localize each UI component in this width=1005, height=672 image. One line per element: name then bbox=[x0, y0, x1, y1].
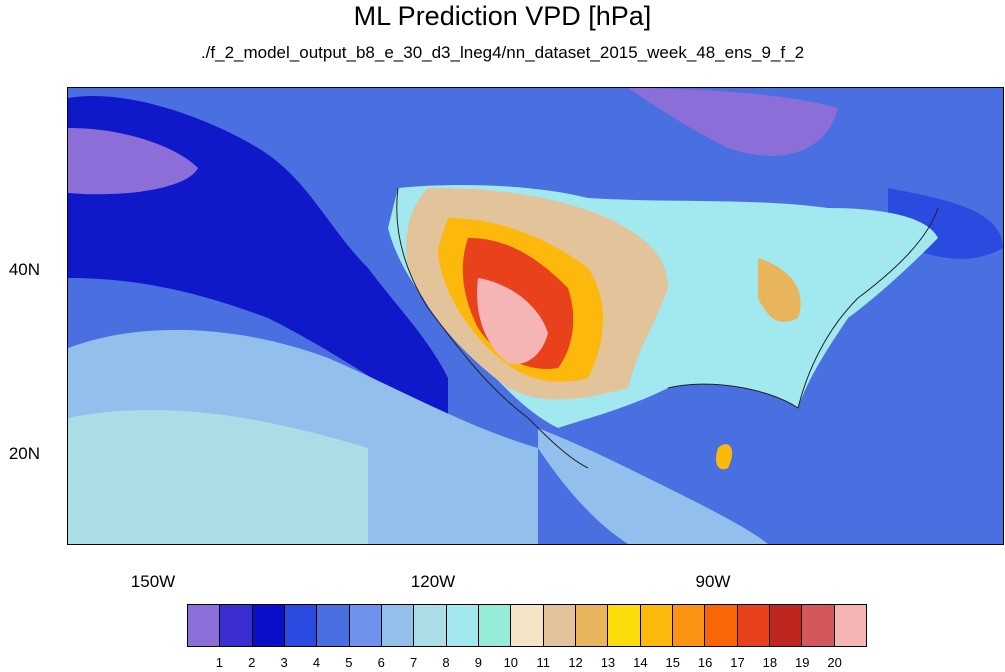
lat-label-40n: 40N bbox=[8, 260, 40, 279]
colorbar-box bbox=[349, 605, 382, 646]
colorbar-box bbox=[575, 605, 609, 646]
colorbar-tick-label: 4 bbox=[312, 655, 321, 670]
colorbar-box bbox=[220, 605, 253, 646]
colorbar-box bbox=[640, 605, 673, 646]
colorbar-box bbox=[414, 605, 447, 646]
colorbar-box bbox=[672, 605, 706, 646]
colorbar-box bbox=[381, 605, 415, 646]
colorbar-box bbox=[446, 605, 479, 646]
colorbar-tick-label: 9 bbox=[474, 655, 483, 670]
colorbar-box bbox=[705, 605, 738, 646]
hot-core-pink bbox=[477, 278, 548, 364]
pale-band-south bbox=[68, 409, 368, 544]
mexico-south bbox=[538, 428, 768, 544]
vpd-field-map bbox=[68, 88, 1003, 544]
colorbar-box bbox=[608, 605, 641, 646]
map-subtitle: ./f_2_model_output_b8_e_30_d3_lneg4/nn_d… bbox=[200, 43, 805, 62]
colorbar-tick-label: 13 bbox=[600, 655, 616, 670]
colorbar-tick-label: 6 bbox=[377, 655, 385, 670]
caribbean-orange-spot bbox=[716, 444, 733, 470]
colorbar-box bbox=[511, 605, 544, 646]
colorbar-box bbox=[317, 605, 350, 646]
colorbar-tick-label: 15 bbox=[665, 655, 680, 670]
west-coastline bbox=[396, 187, 589, 469]
map-plot-area bbox=[67, 87, 1004, 545]
map-title: ML Prediction VPD [hPa] bbox=[353, 1, 652, 31]
colorbar-tick-label: 16 bbox=[697, 655, 713, 670]
purple-patch-west bbox=[68, 128, 198, 195]
colorbar-tick-label: 12 bbox=[568, 655, 583, 670]
colorbar-box bbox=[284, 605, 318, 646]
colorbar-box bbox=[802, 605, 835, 646]
colorbar-tick-label: 20 bbox=[827, 655, 842, 670]
lat-label-20n: 20N bbox=[8, 444, 40, 463]
colorbar-box bbox=[769, 605, 803, 646]
colorbar-box bbox=[252, 605, 285, 646]
colorbar-tick-label: 1 bbox=[215, 655, 223, 670]
colorbar-tick-label: 17 bbox=[730, 655, 745, 670]
purple-patch-north bbox=[628, 88, 838, 156]
colorbar-box bbox=[188, 605, 221, 646]
colorbar-tick-label: 7 bbox=[410, 655, 418, 670]
colorbar bbox=[187, 604, 867, 647]
colorbar-tick-label: 5 bbox=[345, 655, 353, 670]
lon-label-90w: 90W bbox=[695, 572, 731, 591]
lon-label-120w: 120W bbox=[410, 572, 456, 591]
east-coastline bbox=[667, 207, 939, 409]
colorbar-tick-label: 18 bbox=[762, 655, 778, 670]
colorbar-box bbox=[737, 605, 770, 646]
colorbar-box bbox=[834, 605, 866, 646]
colorbar-tick-label: 14 bbox=[633, 655, 648, 670]
colorbar-box bbox=[478, 605, 512, 646]
east-tan-patch bbox=[758, 258, 801, 322]
colorbar-tick-label: 2 bbox=[248, 655, 256, 670]
colorbar-tick-label: 11 bbox=[536, 655, 550, 670]
colorbar-tick-label: 3 bbox=[280, 655, 288, 670]
colorbar-tick-label: 8 bbox=[442, 655, 450, 670]
colorbar-box bbox=[543, 605, 576, 646]
colorbar-tick-label: 10 bbox=[503, 655, 519, 670]
colorbar-tick-label: 19 bbox=[795, 655, 810, 670]
lon-label-150w: 150W bbox=[130, 572, 176, 591]
